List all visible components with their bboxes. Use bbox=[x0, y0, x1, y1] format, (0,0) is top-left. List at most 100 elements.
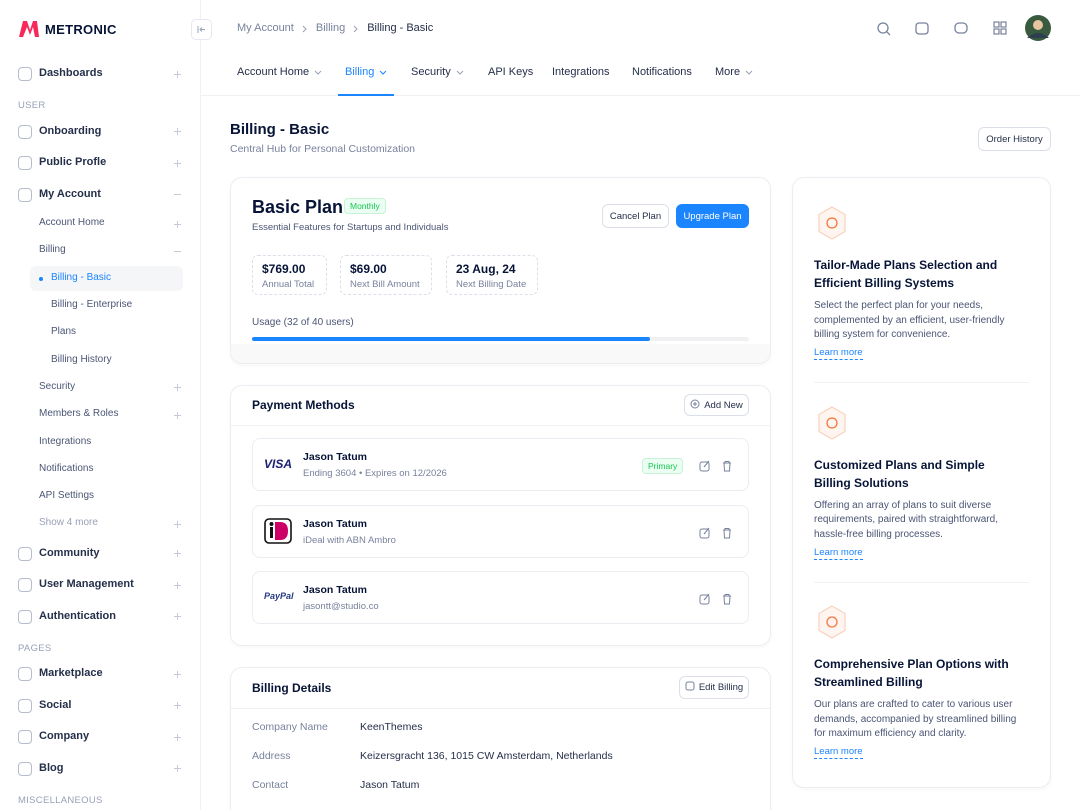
upgrade-plan-button[interactable]: Upgrade Plan bbox=[676, 204, 749, 228]
menu-item[interactable]: Billing bbox=[0, 238, 200, 265]
learn-more-link[interactable]: Learn more bbox=[814, 347, 863, 360]
menu-item[interactable]: Members & Roles bbox=[0, 402, 200, 429]
edit-button[interactable] bbox=[699, 526, 711, 544]
breadcrumb-sep bbox=[353, 22, 359, 38]
delete-button[interactable] bbox=[721, 526, 733, 544]
menu-item[interactable]: Billing History bbox=[0, 347, 200, 374]
payment-methods-card: Payment Methods Add New VISA Jason Tatum End… bbox=[230, 385, 771, 646]
card-detail: iDeal with ABN Ambro bbox=[303, 534, 396, 546]
menu-item[interactable]: Show 4 more bbox=[0, 511, 200, 538]
add-new-label: Add New bbox=[704, 399, 743, 411]
menu-toggle bbox=[174, 191, 181, 198]
menu-heading: MISCELLANEOUS bbox=[18, 794, 103, 806]
menu-icon bbox=[18, 156, 32, 171]
feature-icon-svg bbox=[818, 405, 846, 440]
edit-billing-button[interactable]: Edit Billing bbox=[679, 676, 749, 699]
tab-caret bbox=[379, 67, 387, 96]
order-history-button[interactable]: Order History bbox=[978, 127, 1051, 151]
tab-caret bbox=[745, 67, 753, 96]
learn-more-link[interactable]: Learn more bbox=[814, 546, 863, 560]
tab[interactable]: Security bbox=[411, 66, 464, 96]
usage-bar bbox=[252, 337, 650, 341]
menu-label: Account Home bbox=[39, 217, 105, 229]
tab-label: Security bbox=[411, 66, 451, 78]
menu-toggle bbox=[174, 384, 181, 392]
edit-button[interactable] bbox=[699, 592, 711, 610]
tabs: Account Home Billing Security API Keys Integ… bbox=[200, 55, 1080, 96]
menu-icon bbox=[18, 730, 32, 745]
menu-toggle bbox=[174, 581, 181, 589]
tab-caret-svg bbox=[456, 70, 464, 75]
breadcrumb-item[interactable]: My Account bbox=[237, 22, 294, 34]
stat-label: Next Billing Date bbox=[456, 279, 527, 290]
tab[interactable]: Notifications bbox=[632, 66, 692, 96]
menu-toggle bbox=[174, 248, 181, 255]
menu-label: Integrations bbox=[39, 435, 92, 447]
edit-button[interactable] bbox=[699, 459, 711, 477]
menu-icon bbox=[18, 546, 32, 561]
breadcrumb-item[interactable]: Billing - Basic bbox=[367, 22, 434, 34]
tab-caret bbox=[314, 67, 322, 96]
menu-label: Public Profle bbox=[39, 156, 107, 169]
card-logo: VISA bbox=[264, 457, 293, 471]
menu-item[interactable]: Billing - Enterprise bbox=[0, 292, 200, 319]
feature-icon-svg bbox=[818, 206, 846, 240]
menu-label: Marketplace bbox=[39, 667, 103, 680]
menu-item[interactable]: Dashboards bbox=[0, 59, 200, 91]
menu-item[interactable]: Onboarding bbox=[0, 116, 200, 148]
menu-item[interactable]: Social bbox=[0, 690, 200, 722]
detail-label: Address bbox=[252, 750, 291, 762]
menu-heading: PAGES bbox=[18, 642, 52, 654]
feature-title: Comprehensive Plan Options with Streamli… bbox=[814, 657, 1009, 689]
card-title: Payment Methods bbox=[252, 398, 355, 412]
menu-item[interactable]: Company bbox=[0, 722, 200, 754]
delete-button[interactable] bbox=[721, 459, 733, 477]
menu-item[interactable]: Billing - Basic bbox=[0, 265, 200, 292]
menu-item[interactable]: Account Home bbox=[0, 211, 200, 238]
menu-toggle bbox=[174, 520, 181, 528]
menu-item[interactable]: API Settings bbox=[0, 484, 200, 511]
menu-item[interactable]: Public Profle bbox=[0, 148, 200, 180]
breadcrumb-item[interactable]: Billing bbox=[315, 22, 346, 34]
tab[interactable]: Integrations bbox=[552, 66, 609, 96]
tab[interactable]: API Keys bbox=[488, 66, 533, 96]
sidebar-toggle[interactable] bbox=[191, 19, 212, 40]
menu-toggle bbox=[174, 765, 181, 773]
menu-toggle bbox=[174, 220, 181, 228]
menu-label: Notifications bbox=[39, 462, 94, 474]
feature-title: Tailor-Made Plans Selection and Efficien… bbox=[814, 258, 998, 290]
detail-label: Contact bbox=[252, 779, 289, 791]
menu-item[interactable]: Notifications bbox=[0, 456, 200, 483]
menu-item[interactable]: Plans bbox=[0, 320, 200, 347]
tab[interactable]: More bbox=[715, 66, 753, 96]
cancel-plan-button[interactable]: Cancel Plan bbox=[602, 204, 669, 228]
menu-item[interactable]: User Management bbox=[0, 570, 200, 602]
menu-toggle bbox=[174, 733, 181, 741]
plan-badge: Monthly bbox=[344, 198, 386, 214]
menu-label: Blog bbox=[39, 761, 64, 774]
sidebar: METRONIC Dashboards USER Onboarding Public … bbox=[0, 0, 201, 810]
menu-label: User Management bbox=[39, 578, 134, 591]
menu-item[interactable]: My Account bbox=[0, 179, 200, 211]
menu-item[interactable]: Authentication bbox=[0, 601, 200, 633]
menu-item[interactable]: Community bbox=[0, 538, 200, 570]
learn-more-link[interactable]: Learn more bbox=[814, 746, 863, 759]
feature-text: Offering an array of plans to suit diver… bbox=[814, 499, 998, 540]
tab[interactable]: Billing bbox=[338, 66, 395, 96]
plus-icon-svg bbox=[690, 399, 700, 408]
features-card: Tailor-Made Plans Selection and Efficien… bbox=[792, 177, 1051, 788]
feature-icon bbox=[815, 605, 849, 644]
edit-button-svg bbox=[699, 460, 710, 472]
menu-item[interactable]: Blog bbox=[0, 753, 200, 785]
menu-label: Members & Roles bbox=[39, 408, 119, 420]
header-icons bbox=[877, 15, 1051, 41]
menu-label: Community bbox=[39, 546, 100, 559]
delete-button[interactable] bbox=[721, 592, 733, 610]
menu-item[interactable]: Security bbox=[0, 374, 200, 401]
add-new-button[interactable]: Add New bbox=[684, 394, 749, 416]
holder-name: Jason Tatum bbox=[303, 584, 367, 596]
tab[interactable]: Account Home bbox=[237, 66, 322, 96]
menu-item[interactable]: Integrations bbox=[0, 429, 200, 456]
menu-item[interactable]: Marketplace bbox=[0, 659, 200, 691]
